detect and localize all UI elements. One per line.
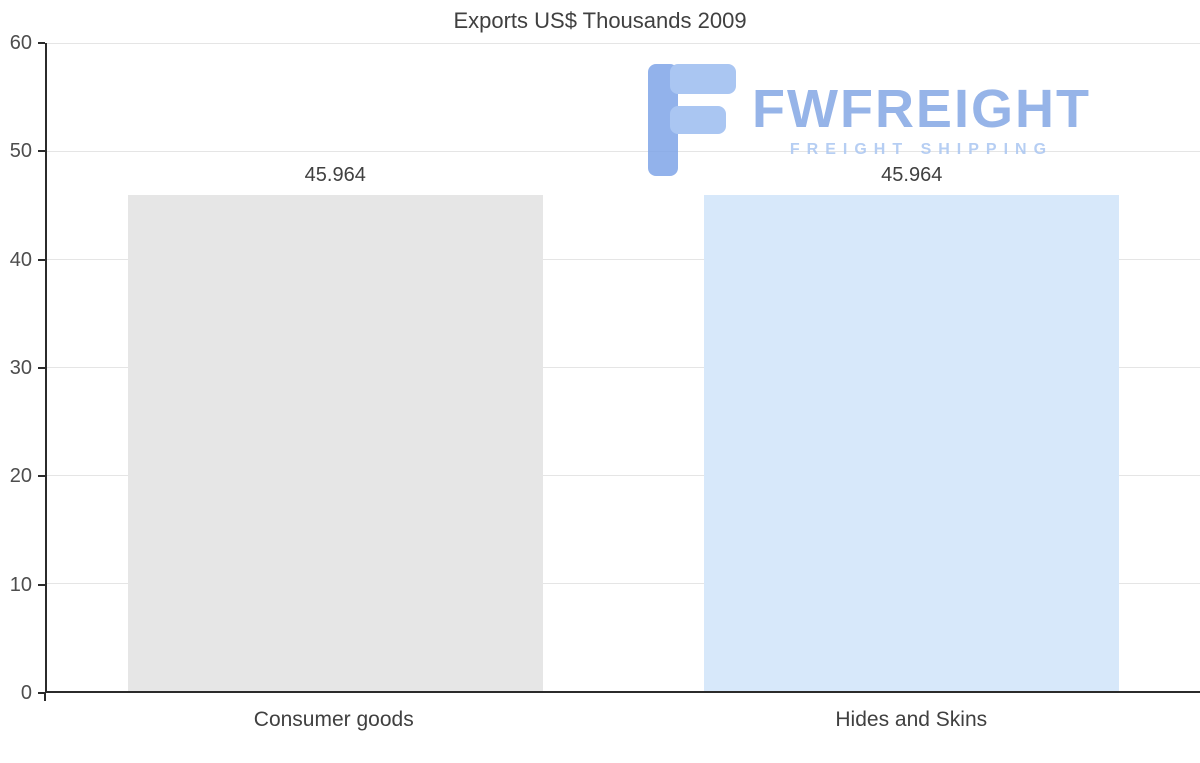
gridline bbox=[47, 367, 1200, 368]
y-axis-tick-mark bbox=[38, 367, 45, 369]
y-axis-tick-label: 60 bbox=[9, 32, 32, 54]
gridline bbox=[47, 583, 1200, 584]
y-axis-tick-label: 10 bbox=[9, 573, 32, 596]
chart-title: Exports US$ Thousands 2009 bbox=[453, 8, 747, 33]
bar-value-label: 45.964 bbox=[304, 163, 366, 186]
gridline bbox=[47, 475, 1200, 476]
y-axis-tick-label: 50 bbox=[9, 140, 32, 163]
y-axis-tick-marks bbox=[38, 42, 45, 694]
watermark-text: FWFREIGHT FREIGHT SHIPPING bbox=[752, 82, 1091, 159]
x-axis-label-hides-and-skins: Hides and Skins bbox=[835, 708, 988, 731]
watermark-brand: FWFREIGHT bbox=[752, 78, 1091, 139]
gridline bbox=[47, 259, 1200, 260]
bar-value-label: 45.964 bbox=[881, 163, 943, 186]
bar-consumer-goods[interactable] bbox=[127, 194, 543, 691]
watermark: FWFREIGHT FREIGHT SHIPPING bbox=[648, 64, 1091, 176]
x-axis-tick-mark bbox=[44, 693, 46, 701]
y-axis-tick-mark bbox=[38, 258, 45, 261]
y-axis-tick-label: 20 bbox=[9, 465, 32, 488]
watermark-tagline: FREIGHT SHIPPING bbox=[789, 140, 1054, 158]
y-axis-labels: 0 10 20 30 40 50 60 bbox=[0, 32, 34, 704]
y-axis-tick-label: 0 bbox=[20, 682, 32, 704]
plot-area: 45.964 45.964 bbox=[45, 43, 1200, 693]
gridlines bbox=[47, 43, 1200, 691]
gridline bbox=[47, 151, 1200, 152]
bar-hides-and-skins[interactable] bbox=[704, 194, 1120, 691]
bar-slot-hides-and-skins: 45.964 bbox=[624, 43, 1200, 691]
x-axis-labels: Consumer goods Hides and Skins bbox=[45, 703, 1200, 737]
gridline bbox=[47, 43, 1200, 44]
y-axis-tick-label: 40 bbox=[9, 248, 32, 271]
y-axis-tick-mark bbox=[38, 692, 45, 694]
bars-container: 45.964 45.964 bbox=[47, 43, 1200, 691]
x-axis-label-consumer-goods: Consumer goods bbox=[253, 708, 414, 731]
y-axis-tick-label: 30 bbox=[9, 357, 32, 379]
y-axis-tick-mark bbox=[38, 475, 45, 478]
y-axis-tick-mark bbox=[38, 150, 45, 153]
bar-slot-consumer-goods: 45.964 bbox=[47, 43, 624, 691]
fwfreight-logo-icon bbox=[648, 64, 736, 176]
y-axis-tick-mark bbox=[38, 42, 45, 44]
y-axis-tick-mark bbox=[38, 583, 45, 586]
